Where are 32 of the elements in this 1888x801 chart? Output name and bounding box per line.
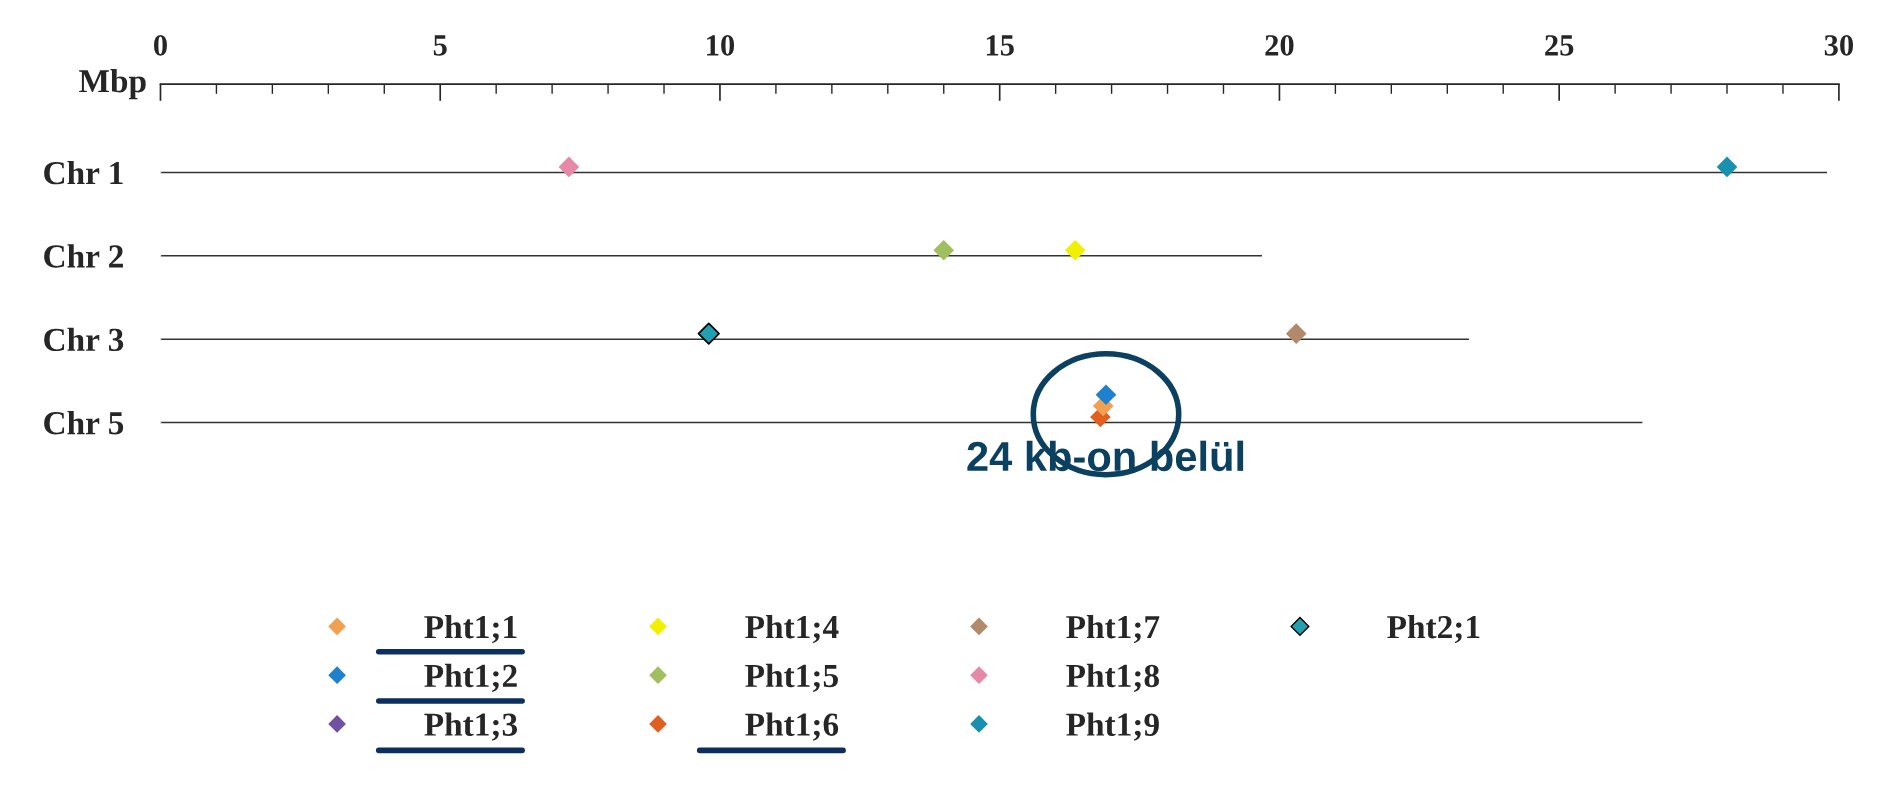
y-tick-label: Chr 5 <box>44 411 124 435</box>
point <box>558 156 580 178</box>
x-tick-label: 5 <box>433 35 447 56</box>
legend-label: Pht2;1 <box>1387 614 1480 644</box>
x-tick-label: 20 <box>1265 35 1294 56</box>
point <box>1064 239 1086 261</box>
legend-label: Pht1;3 <box>424 712 518 741</box>
point <box>1716 156 1738 178</box>
x-tick-label: 25 <box>1545 35 1574 56</box>
point <box>933 239 955 261</box>
legend-label: Pht1;1 <box>424 614 517 644</box>
bar <box>160 253 1264 258</box>
y-tick-label: Chr 2 <box>44 244 123 268</box>
x-tick-label: 0 <box>154 35 167 56</box>
point <box>1285 323 1307 344</box>
bar <box>160 337 1471 342</box>
x-axis-title: Mbp <box>79 68 146 100</box>
x-tick-label: 15 <box>986 35 1014 56</box>
x-tick-label: 10 <box>707 35 735 56</box>
y-tick-label: Chr 3 <box>44 327 124 352</box>
bar <box>160 420 1644 425</box>
bar <box>160 170 1829 175</box>
x-tick-label: 30 <box>1824 35 1854 56</box>
legend-label: Pht1;6 <box>745 712 839 741</box>
legend-label: Pht1;4 <box>745 614 839 644</box>
legend-label: Pht1;8 <box>1066 663 1160 692</box>
legend-label: Pht1;5 <box>745 663 838 692</box>
y-tick-label: Chr 1 <box>44 160 123 185</box>
legend-label: Pht1;9 <box>1066 712 1159 741</box>
legend-label: Pht1;2 <box>424 663 517 692</box>
legend-label: Pht1;7 <box>1066 614 1160 644</box>
point <box>697 322 720 345</box>
